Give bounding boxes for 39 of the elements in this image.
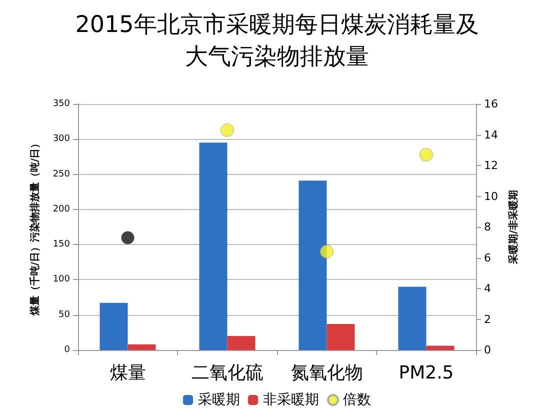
y-tick-label: 350	[52, 99, 70, 109]
y2-tick-label: 4	[484, 282, 491, 295]
bar	[326, 324, 355, 350]
y2-tick-label: 12	[484, 159, 498, 172]
y2-axis-title: 采暖期/非采暖期	[507, 190, 520, 265]
x-tick-label: 氮氧化物	[290, 362, 363, 384]
y2-tick-label: 0	[484, 344, 491, 356]
y-tick-label: 300	[52, 134, 70, 144]
chart-title: 2015年北京市采暖期每日煤炭消耗量及大气污染物排放量	[75, 12, 479, 70]
y2-tick-label: 2	[484, 312, 491, 326]
y-tick-label: 50	[58, 310, 70, 320]
y-tick-label: 150	[52, 240, 70, 250]
legend-label: 非采暖期	[263, 392, 319, 408]
y2-tick-label: 6	[484, 251, 491, 264]
bar	[128, 344, 156, 350]
y-axis-title: 煤量（千吨/日）污染物排放量（吨/日）	[28, 138, 41, 317]
y-tick-label: 100	[52, 274, 70, 285]
legend-label: 倍数	[343, 392, 371, 408]
point	[220, 123, 234, 137]
point	[320, 244, 334, 258]
bar	[199, 142, 228, 350]
bar	[100, 302, 128, 350]
bar	[298, 180, 327, 350]
point	[121, 231, 134, 245]
y2-tick-label: 10	[484, 190, 498, 203]
point	[420, 148, 433, 162]
x-tick-label: PM2.5	[398, 362, 454, 384]
x-tick-label: 二氧化硫	[191, 362, 264, 384]
bar	[227, 336, 256, 350]
x-tick-label: 煤量	[110, 362, 146, 384]
y-tick-label: 250	[52, 169, 70, 180]
bar	[398, 286, 426, 350]
y2-tick-label: 14	[484, 128, 498, 142]
y2-tick-label: 8	[484, 220, 491, 234]
y2-tick-label: 16	[484, 98, 498, 110]
legend-label: 采暖期	[198, 392, 240, 408]
y-tick-label: 200	[52, 204, 70, 214]
y-tick-label: 0	[64, 345, 70, 355]
bar	[426, 346, 454, 350]
